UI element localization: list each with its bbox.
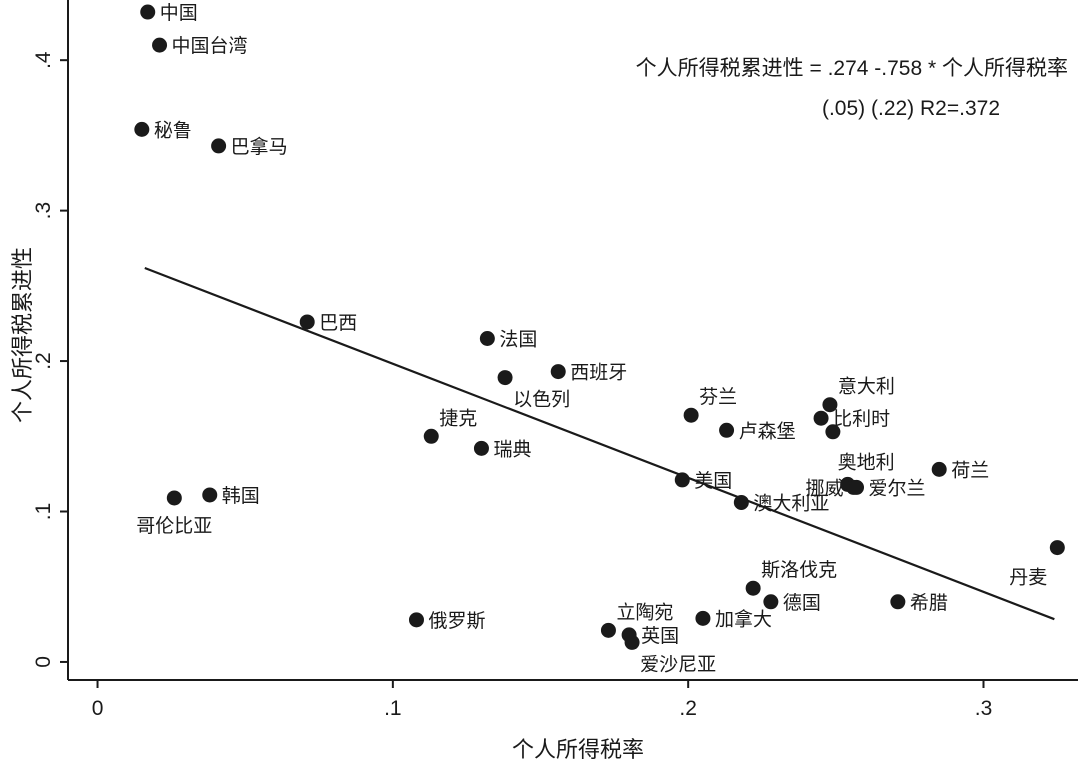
point-label: 西班牙 — [570, 362, 627, 384]
x-tick-label: .3 — [975, 697, 993, 720]
data-point — [695, 610, 711, 626]
point-label: 加拿大 — [715, 607, 772, 630]
y-axis-title: 个人所得税累进性 — [11, 247, 36, 423]
point-label: 美国 — [694, 470, 732, 492]
data-point — [299, 314, 315, 330]
data-point — [719, 422, 735, 438]
axes: 0 .1 .2 .3 0 .1 .2 .3 .4 — [32, 0, 1078, 720]
data-point — [408, 612, 424, 628]
y-tick-label: 0 — [32, 656, 55, 668]
data-point — [166, 490, 182, 506]
data-point — [813, 410, 829, 426]
points-group — [134, 4, 1065, 650]
data-point — [134, 121, 150, 137]
point-label: 挪威 — [806, 477, 844, 499]
data-point — [849, 479, 865, 495]
point-label: 俄罗斯 — [428, 610, 485, 632]
y-tick-label: .4 — [32, 51, 55, 69]
x-tick-label: .1 — [384, 697, 402, 720]
point-label: 丹麦 — [1009, 567, 1047, 589]
data-point — [624, 634, 640, 650]
y-tick-label: .1 — [32, 503, 55, 521]
x-tick-label: .2 — [679, 697, 697, 720]
point-label: 德国 — [783, 592, 821, 614]
data-point — [152, 37, 168, 53]
data-point — [497, 370, 513, 386]
data-point — [825, 424, 841, 440]
point-label: 立陶宛 — [616, 601, 673, 623]
point-label: 澳大利亚 — [753, 492, 829, 514]
data-point — [733, 494, 749, 510]
point-label: 以色列 — [513, 389, 570, 411]
data-point — [763, 594, 779, 610]
point-label: 巴西 — [319, 312, 357, 334]
point-label: 巴拿马 — [231, 135, 288, 158]
point-label: 奥地利 — [838, 451, 895, 473]
equation-line-2: (.05) (.22) R2=.372 — [822, 97, 1000, 120]
point-label: 英国 — [641, 625, 679, 647]
data-point — [1049, 540, 1065, 556]
data-point — [211, 138, 227, 154]
data-point — [745, 580, 761, 596]
data-point — [683, 407, 699, 423]
x-axis-title: 个人所得税率 — [512, 738, 644, 763]
point-label: 秘鲁 — [154, 119, 192, 141]
data-point — [600, 622, 616, 638]
point-label: 卢森堡 — [739, 420, 796, 442]
point-label: 捷克 — [439, 407, 477, 429]
data-point — [140, 4, 156, 20]
y-tick-label: .3 — [32, 202, 55, 220]
x-tick-label: 0 — [92, 697, 104, 720]
regression-line-group — [144, 266, 1055, 621]
data-point — [674, 472, 690, 488]
data-point — [202, 487, 218, 503]
point-label: 哥伦比亚 — [136, 515, 212, 537]
point-label: 韩国 — [222, 485, 260, 507]
point-label: 荷兰 — [951, 459, 989, 481]
point-label: 法国 — [499, 328, 537, 350]
equation-annotation: 个人所得税累进性 = .274 -.758 * 个人所得税率 (.05) (.2… — [636, 57, 1068, 120]
data-point — [550, 364, 566, 380]
point-label: 芬兰 — [699, 386, 737, 408]
point-label: 爱沙尼亚 — [640, 653, 716, 675]
point-label: 意大利 — [838, 376, 895, 398]
point-label: 斯洛伐克 — [761, 559, 837, 581]
point-label: 中国台湾 — [172, 35, 248, 57]
point-label: 爱尔兰 — [869, 477, 926, 499]
data-point — [890, 594, 906, 610]
point-label: 瑞典 — [493, 438, 531, 460]
data-point — [822, 397, 838, 413]
y-tick-label: .2 — [32, 352, 55, 370]
data-point — [423, 428, 439, 444]
data-point — [473, 440, 489, 456]
point-label: 中国 — [160, 2, 198, 24]
regression-line — [144, 266, 1055, 621]
data-point — [931, 461, 947, 477]
equation-line-1: 个人所得税累进性 = .274 -.758 * 个人所得税率 — [636, 57, 1068, 80]
point-label: 希腊 — [910, 592, 948, 614]
point-label: 比利时 — [833, 408, 890, 430]
data-point — [479, 330, 495, 346]
